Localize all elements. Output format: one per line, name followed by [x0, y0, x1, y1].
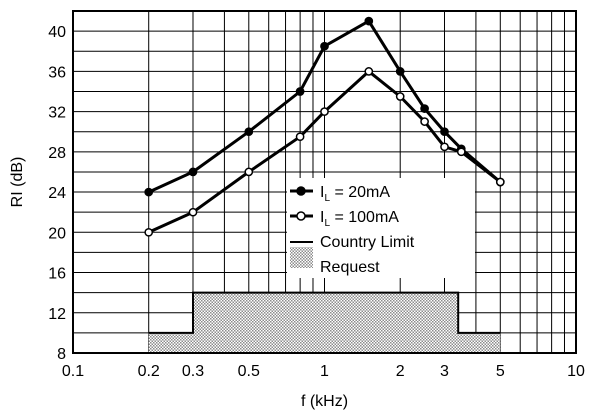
x-tick-label: 5 — [496, 363, 505, 380]
data-point-series-1 — [144, 227, 154, 237]
data-point-series-1 — [420, 117, 429, 126]
y-tick-label: 24 — [48, 185, 66, 202]
y-tick-label: 28 — [48, 145, 66, 162]
legend-label-100ma: IL = 100mA — [320, 209, 399, 229]
y-tick-label: 32 — [48, 105, 66, 122]
data-point-series-0 — [395, 67, 405, 76]
data-point-series-0 — [188, 167, 198, 177]
legend: IL = 20mA IL = 100mA Country Limit Reque… — [287, 178, 475, 278]
legend-item-100ma: IL = 100mA — [290, 209, 399, 229]
data-point-series-1 — [188, 207, 198, 217]
y-tick-label: 40 — [48, 24, 66, 41]
data-point-series-1 — [395, 92, 405, 101]
x-tick-label: 0.5 — [238, 363, 260, 380]
data-point-series-0 — [144, 187, 154, 197]
data-point-series-0 — [244, 127, 254, 137]
data-point-series-1 — [440, 142, 449, 152]
data-point-series-0 — [364, 16, 374, 26]
legend-label-20ma: IL = 20mA — [320, 184, 390, 204]
legend-item-country-limit: Country Limit — [290, 234, 415, 251]
legend-swatch-request — [290, 247, 313, 268]
country-limit-line — [148, 291, 501, 334]
country-limit-area — [148, 291, 501, 353]
y-tick-label: 16 — [48, 266, 66, 283]
data-point-series-0 — [320, 41, 329, 51]
y-tick-label: 20 — [48, 225, 66, 242]
x-axis-label: f (kHz) — [301, 393, 348, 410]
x-tick-label: 10 — [567, 363, 585, 380]
legend-item-20ma: IL = 20mA — [290, 184, 390, 204]
request-area — [148, 292, 501, 353]
x-tick-label: 0.1 — [62, 363, 84, 380]
data-point-series-0 — [440, 127, 449, 137]
data-point-series-1 — [244, 167, 254, 177]
data-point-series-1 — [456, 147, 466, 157]
legend-label-request: Request — [320, 259, 380, 276]
y-axis-label: RI (dB) — [9, 157, 26, 208]
series-lines — [144, 16, 505, 237]
x-tick-label: 3 — [440, 363, 449, 380]
data-point-series-0 — [295, 87, 305, 96]
plot-frame — [72, 10, 577, 354]
y-tick-label: 12 — [48, 306, 66, 323]
data-point-series-1 — [495, 177, 505, 187]
x-tick-label: 1 — [320, 363, 329, 380]
y-tick-label: 8 — [57, 346, 66, 363]
legend-item-request: Request — [290, 247, 380, 276]
data-point-series-1 — [320, 107, 329, 116]
legend-background — [287, 178, 475, 278]
data-point-series-1 — [295, 132, 305, 142]
x-tick-label: 0.3 — [182, 363, 204, 380]
legend-label-country-limit: Country Limit — [320, 234, 415, 251]
x-tick-label: 0.2 — [138, 363, 160, 380]
y-tick-label: 36 — [48, 64, 66, 81]
data-point-series-0 — [420, 104, 429, 113]
legend-marker-100ma — [296, 211, 306, 221]
x-tick-label: 2 — [396, 363, 405, 380]
legend-marker-20ma — [296, 186, 306, 196]
data-point-series-1 — [364, 67, 374, 76]
